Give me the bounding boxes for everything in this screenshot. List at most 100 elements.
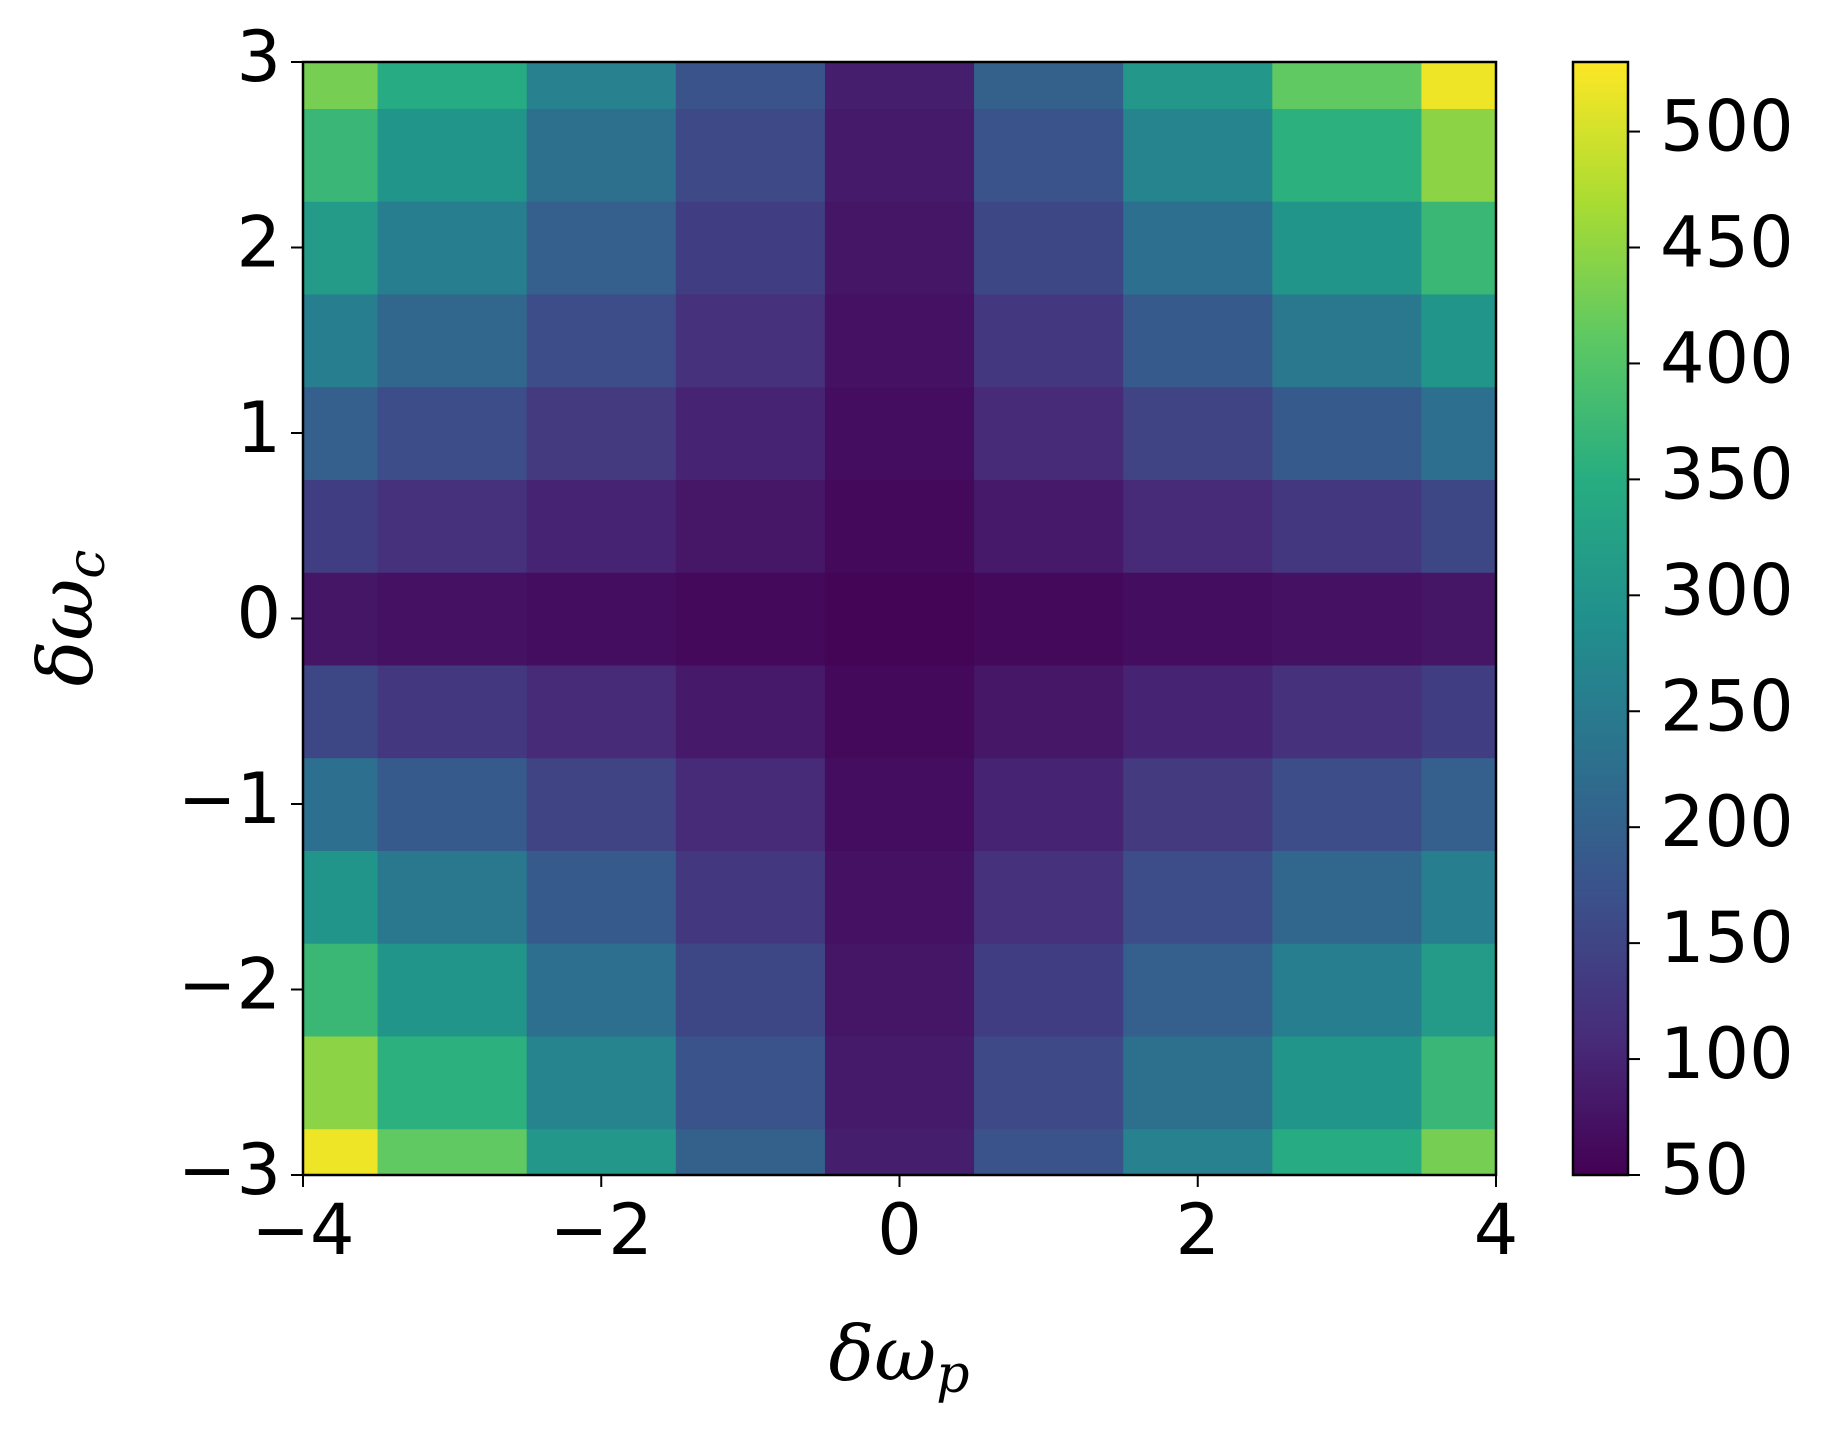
colorbar-tick-label: 300 [1660,549,1794,631]
heat-cell [824,201,975,295]
y-tick-label: −3 [178,1129,281,1211]
x-axis-label: δωp [828,1309,969,1405]
y-tick-label: 1 [236,387,281,469]
heat-cell [526,572,677,666]
heat-cell [824,62,975,109]
colorbar-tick-label: 350 [1660,433,1794,515]
colorbar-tick-label: 200 [1660,781,1794,863]
heat-cell [824,386,975,480]
heat-cell [974,108,1124,202]
heat-cell [377,293,528,388]
heat-cell [303,943,379,1037]
heat-cell [974,1035,1124,1130]
heat-cell [1421,1128,1496,1175]
heat-cell [824,943,975,1037]
heat-cell [974,1128,1124,1175]
heat-cell [526,386,677,480]
heat-cell [824,108,975,202]
heat-cell [675,108,826,202]
heat-cell [377,201,528,295]
x-label-symbol: δω [828,1309,936,1398]
heat-cell [675,62,826,109]
heat-cell [1123,1035,1273,1130]
x-tick-label: 2 [1175,1189,1220,1271]
heat-cell [1421,386,1496,480]
heat-cell [377,386,528,480]
heatmap [303,62,1496,1175]
x-tick-label: 4 [1474,1189,1519,1271]
heat-cell [1421,201,1496,295]
heat-cell [303,850,379,944]
x-label-subscript: p [936,1345,969,1405]
heat-cell [1123,108,1273,202]
heat-cell [303,572,379,666]
heat-cell [303,108,379,202]
heat-cell [1123,386,1273,480]
heat-cell [675,479,826,573]
heat-cell [675,850,826,944]
colorbar-tick-label: 450 [1660,202,1794,284]
heat-cell [1123,201,1273,295]
heat-cell [1421,943,1496,1037]
heat-cell [526,850,677,944]
heat-cell [824,850,975,944]
heat-cell [1272,479,1423,573]
heat-cell [974,479,1124,573]
y-tick-label: −2 [178,944,281,1026]
y-label-symbol: δω [21,579,110,687]
heat-cell [526,757,677,851]
heat-cell [526,201,677,295]
heat-cell [1272,757,1423,851]
heat-cell [675,1128,826,1175]
heat-cell [303,62,379,109]
heat-cell [1421,479,1496,573]
heat-cell [824,572,975,666]
heat-cell [526,1128,677,1175]
heat-cell [303,1128,379,1175]
heat-cell [675,572,826,666]
heat-cell [675,293,826,388]
heat-cell [675,943,826,1037]
heat-cell [974,572,1124,666]
colorbar-tick-label: 500 [1660,86,1794,168]
heat-cell [824,757,975,851]
heat-cell [1123,1128,1273,1175]
heat-cell [303,201,379,295]
heat-cell [1123,479,1273,573]
heat-cell [526,62,677,109]
heat-cell [974,386,1124,480]
colorbar-tick-label: 50 [1660,1129,1749,1211]
heat-cell [1272,386,1423,480]
heat-cell [675,664,826,759]
heat-cell [824,293,975,388]
colorbar-tick-label: 150 [1660,897,1794,979]
heat-cell [1272,108,1423,202]
heat-cell [526,1035,677,1130]
heat-cell [1272,201,1423,295]
heat-cell [1421,293,1496,388]
heat-cell [377,850,528,944]
heat-cell [1123,572,1273,666]
heat-cell [377,479,528,573]
x-tick-label: −2 [550,1189,653,1271]
heat-cell [974,664,1124,759]
heat-cell [1421,108,1496,202]
y-tick-label: 3 [236,16,281,98]
y-tick-label: −1 [178,758,281,840]
heat-cell [974,850,1124,944]
heat-cell [1123,943,1273,1037]
heat-cell [675,1035,826,1130]
heat-cell [1272,664,1423,759]
heat-cell [526,293,677,388]
heat-cell [1123,664,1273,759]
y-label-subscript: c [57,550,117,579]
x-tick-label: −4 [251,1189,354,1271]
heat-cell [377,757,528,851]
heat-cell [1421,850,1496,944]
heat-cell [1421,1035,1496,1130]
x-tick-label: 0 [877,1189,922,1271]
heat-cell [1272,1128,1423,1175]
heat-cell [824,479,975,573]
